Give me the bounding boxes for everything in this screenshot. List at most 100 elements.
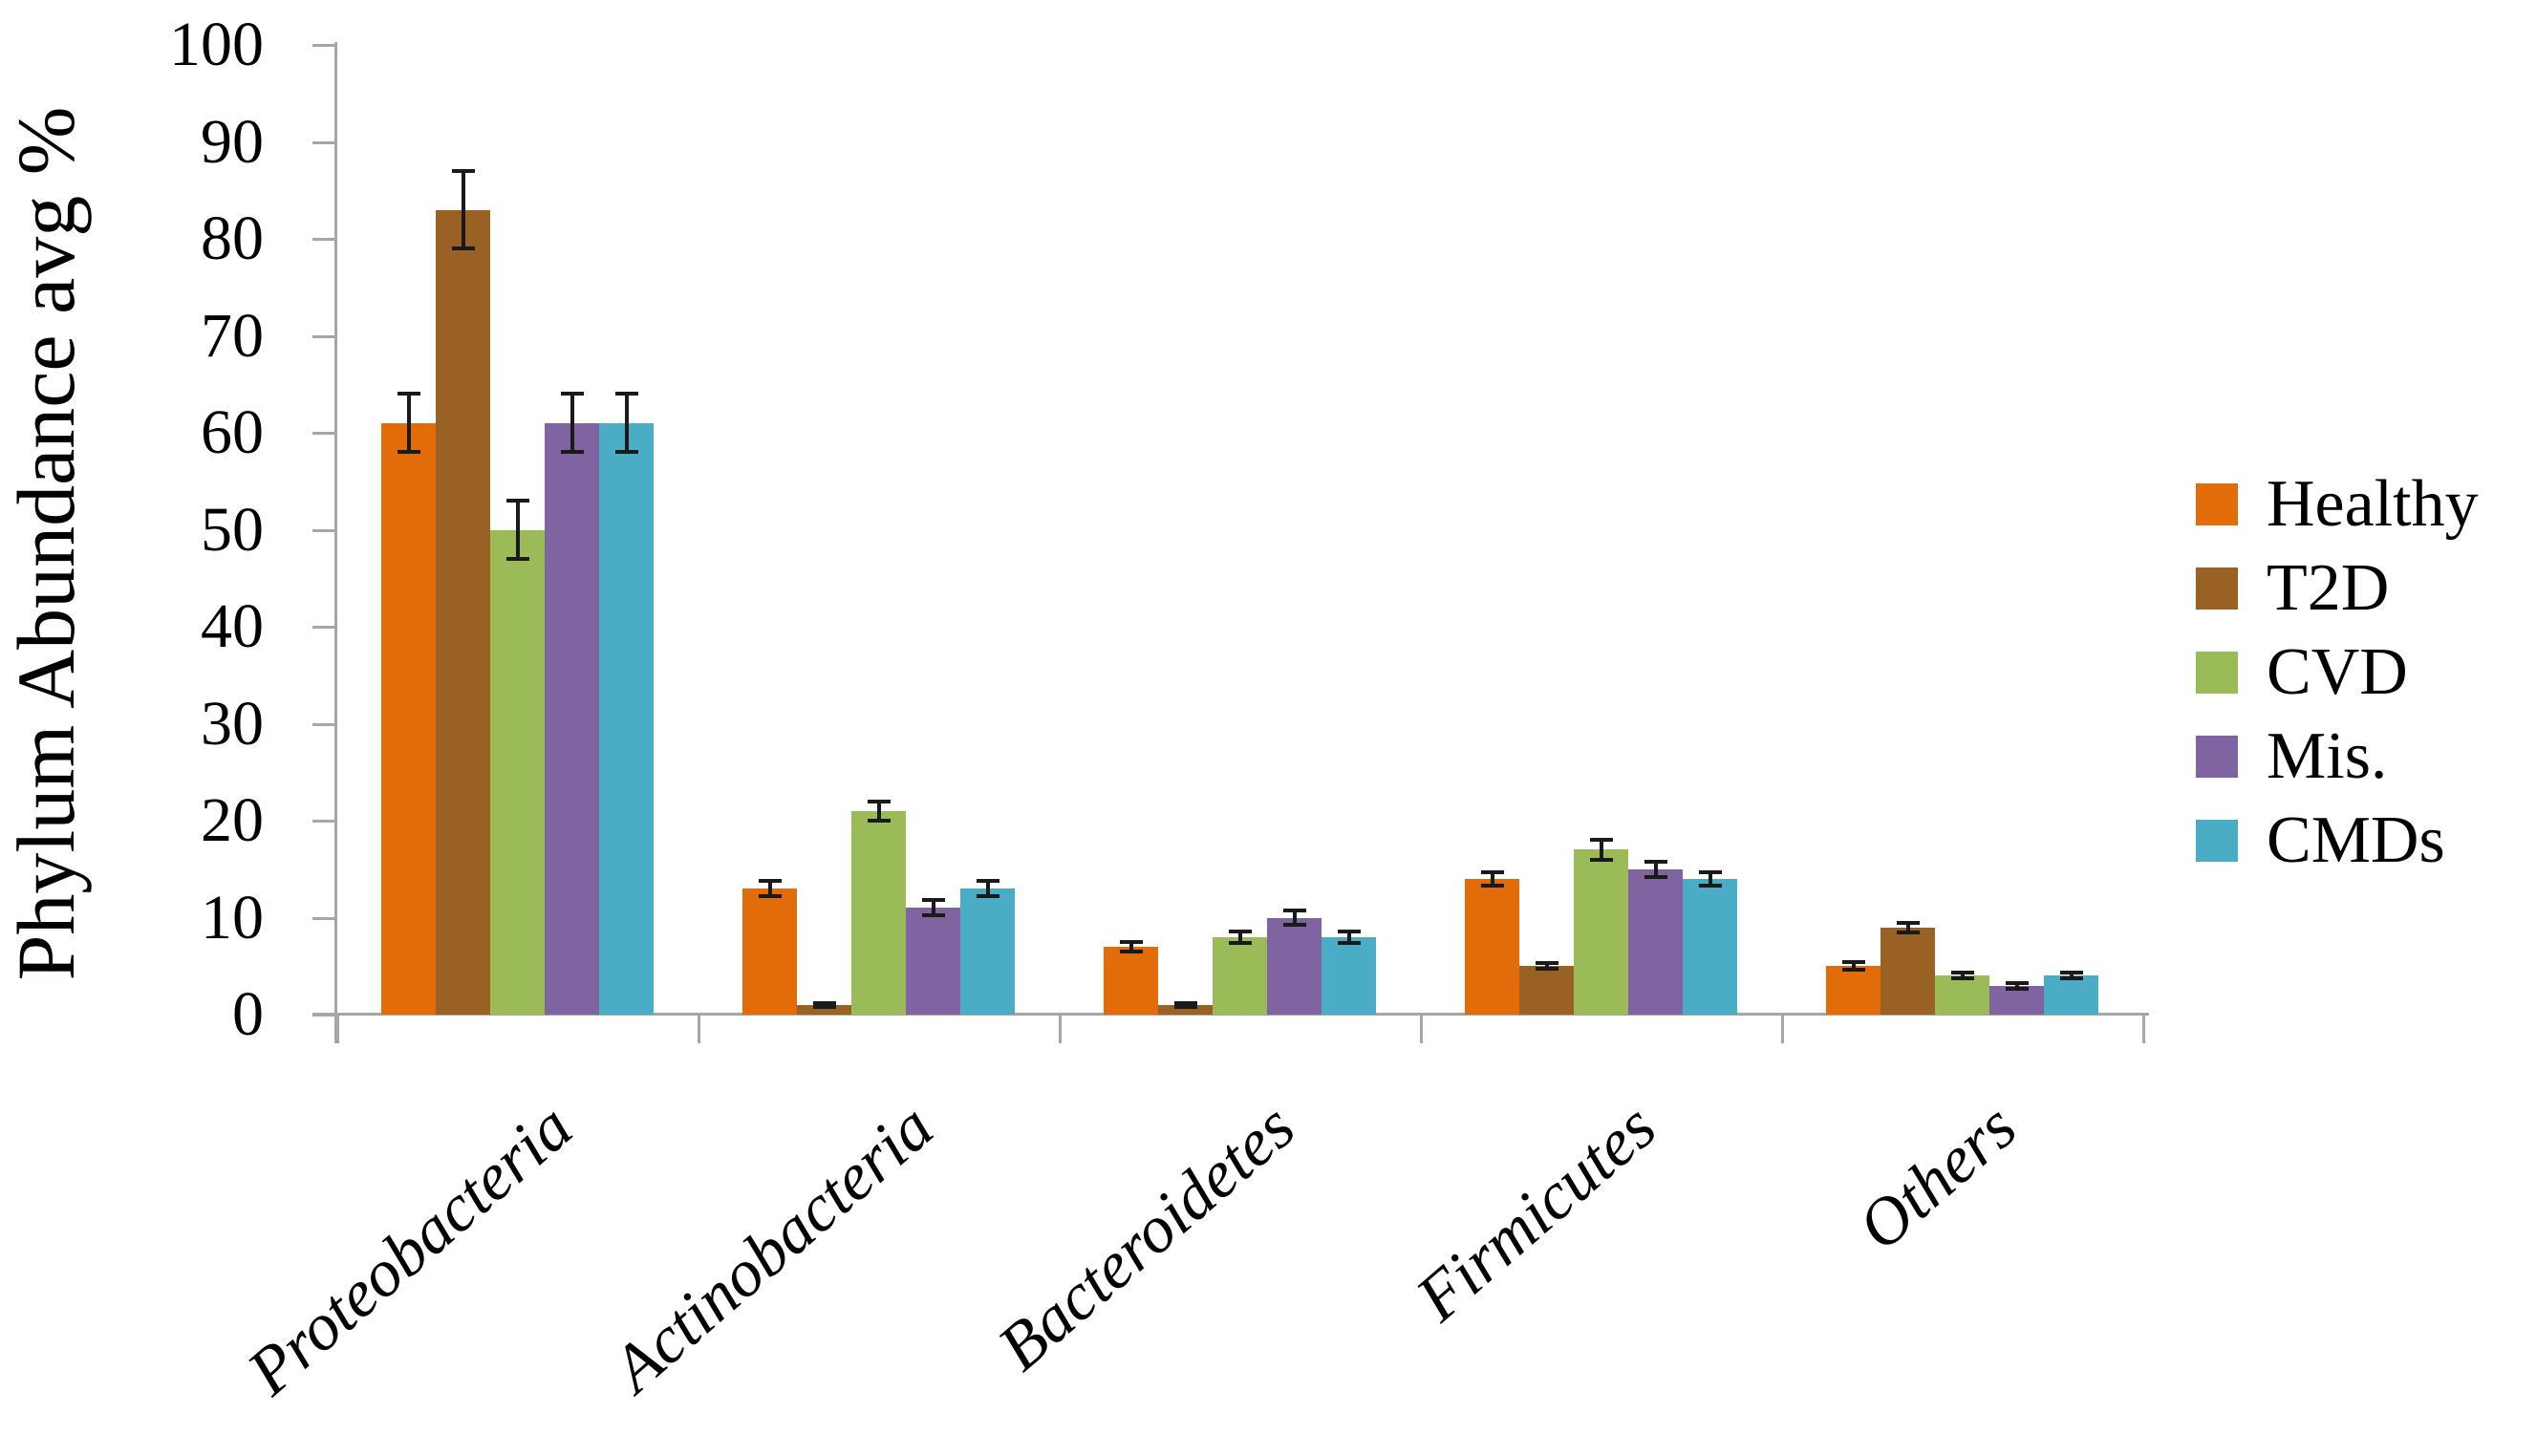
error-bar-mis-bacteroidetes [1292, 910, 1297, 925]
error-bar-healthy-firmicutes-cap-top [1480, 869, 1504, 874]
bar-t2d-actinobacteria [797, 1004, 851, 1015]
error-bar-cvd-bacteroidetes-cap-top [1228, 929, 1252, 933]
legend-item-mis: Mis. [2196, 715, 2387, 799]
legend-swatch-healthy [2196, 483, 2238, 525]
error-bar-healthy-firmicutes [1490, 871, 1494, 886]
error-bar-healthy-others [1851, 962, 1856, 971]
legend-swatch-mis [2196, 736, 2238, 778]
y-tick-label: 0 [232, 979, 264, 1049]
y-axis-line [334, 42, 337, 1043]
error-bar-cmds-firmicutes [1708, 871, 1712, 886]
error-bar-t2d-bacteroidetes-cap-bottom [1173, 1004, 1197, 1009]
y-tick [312, 916, 337, 920]
y-tick [312, 238, 337, 241]
error-bar-cmds-firmicutes-cap-top [1698, 869, 1722, 874]
error-bar-healthy-others-cap-bottom [1841, 968, 1865, 973]
x-category-label-proteobacteria: Proteobacteria [233, 1089, 587, 1410]
y-tick-label: 20 [201, 785, 264, 855]
error-bar-healthy-proteobacteria [406, 394, 411, 453]
legend-label-cvd: CVD [2267, 635, 2408, 709]
error-bar-cvd-others [1960, 973, 1965, 979]
bar-cvd-firmicutes [1574, 849, 1628, 1015]
error-bar-mis-firmicutes-cap-top [1644, 859, 1667, 864]
error-bar-t2d-actinobacteria-cap-bottom [812, 1004, 836, 1009]
bar-cvd-others [1935, 975, 1989, 1015]
bar-t2d-firmicutes [1519, 966, 1574, 1015]
legend-label-mis: Mis. [2267, 719, 2388, 793]
bar-cmds-others [2044, 975, 2098, 1015]
error-bar-cvd-proteobacteria-cap-bottom [505, 556, 529, 561]
error-bar-mis-bacteroidetes-cap-bottom [1282, 922, 1306, 927]
error-bar-cvd-others-cap-top [1950, 971, 1974, 975]
y-tick-label: 50 [201, 494, 264, 565]
y-tick-label: 100 [169, 10, 264, 79]
legend-item-healthy: Healthy [2196, 462, 2479, 546]
bar-cvd-actinobacteria [851, 810, 906, 1015]
bar-mis-actinobacteria [906, 908, 960, 1015]
bar-cvd-bacteroidetes [1213, 936, 1267, 1015]
y-tick-label: 80 [201, 203, 264, 273]
y-tick [312, 722, 337, 726]
bar-healthy-bacteroidetes [1104, 946, 1158, 1015]
error-bar-healthy-proteobacteria-cap-top [397, 392, 420, 396]
error-bar-t2d-bacteroidetes-cap-top [1173, 1000, 1197, 1005]
error-bar-mis-actinobacteria [931, 900, 935, 916]
error-bar-mis-actinobacteria-cap-top [921, 898, 945, 903]
bar-mis-bacteroidetes [1267, 917, 1322, 1015]
error-bar-healthy-proteobacteria-cap-bottom [397, 450, 420, 455]
legend-label-cmds: CMDs [2267, 803, 2445, 877]
bar-cmds-bacteroidetes [1322, 936, 1376, 1015]
bar-t2d-proteobacteria [436, 209, 490, 1015]
y-tick [312, 820, 337, 823]
error-bar-mis-firmicutes-cap-bottom [1644, 874, 1667, 879]
error-bar-cvd-bacteroidetes-cap-bottom [1228, 940, 1252, 945]
error-bar-mis-proteobacteria [570, 394, 574, 453]
x-tick [1420, 1013, 1423, 1043]
error-bar-cmds-others-cap-bottom [2059, 976, 2083, 981]
error-bar-cvd-bacteroidetes [1237, 931, 1242, 943]
y-tick [312, 334, 337, 338]
error-bar-cvd-firmicutes [1599, 840, 1603, 860]
error-bar-healthy-others-cap-top [1841, 960, 1865, 965]
error-bar-cmds-others-cap-top [2059, 971, 2083, 975]
error-bar-t2d-firmicutes-cap-top [1535, 961, 1558, 966]
x-tick [336, 1013, 339, 1043]
error-bar-t2d-proteobacteria-cap-bottom [451, 246, 475, 251]
error-bar-mis-others-cap-top [2005, 980, 2029, 985]
x-tick [1059, 1013, 1062, 1043]
x-tick [1781, 1013, 1784, 1043]
bar-cmds-actinobacteria [960, 889, 1015, 1015]
error-bar-cvd-proteobacteria-cap-top [505, 499, 529, 503]
bar-mis-proteobacteria [545, 422, 599, 1015]
bar-healthy-firmicutes [1465, 878, 1519, 1015]
x-category-label-firmicutes: Firmicutes [1402, 1089, 1670, 1336]
error-bar-mis-others [2014, 982, 2019, 989]
x-tick [2142, 1013, 2145, 1043]
error-bar-t2d-others [1905, 922, 1910, 932]
y-tick [312, 44, 337, 47]
error-bar-cmds-bacteroidetes-cap-top [1337, 929, 1361, 933]
y-tick [312, 528, 337, 532]
error-bar-cmds-actinobacteria [985, 880, 990, 897]
bar-healthy-proteobacteria [381, 422, 436, 1015]
bar-t2d-bacteroidetes [1158, 1004, 1213, 1015]
y-tick [312, 626, 337, 629]
error-bar-t2d-bacteroidetes [1183, 1002, 1188, 1007]
error-bar-cmds-others [2069, 973, 2074, 979]
legend-swatch-cmds [2196, 820, 2238, 862]
error-bar-cvd-firmicutes-cap-top [1589, 838, 1613, 843]
error-bar-cmds-proteobacteria-cap-bottom [614, 450, 638, 455]
error-bar-cmds-actinobacteria-cap-bottom [976, 894, 999, 899]
error-bar-t2d-firmicutes-cap-bottom [1535, 967, 1558, 972]
error-bar-t2d-proteobacteria-cap-top [451, 168, 475, 173]
error-bar-t2d-firmicutes [1544, 963, 1549, 970]
bar-healthy-others [1826, 966, 1881, 1015]
bar-cmds-firmicutes [1683, 878, 1737, 1015]
error-bar-cmds-proteobacteria [624, 394, 629, 453]
error-bar-cvd-actinobacteria-cap-bottom [867, 819, 891, 823]
y-tick-label: 70 [201, 300, 264, 371]
error-bar-cmds-bacteroidetes-cap-bottom [1337, 940, 1361, 945]
bar-t2d-others [1881, 927, 1935, 1015]
error-bar-cmds-proteobacteria-cap-top [614, 392, 638, 396]
error-bar-cmds-actinobacteria-cap-top [976, 878, 999, 883]
